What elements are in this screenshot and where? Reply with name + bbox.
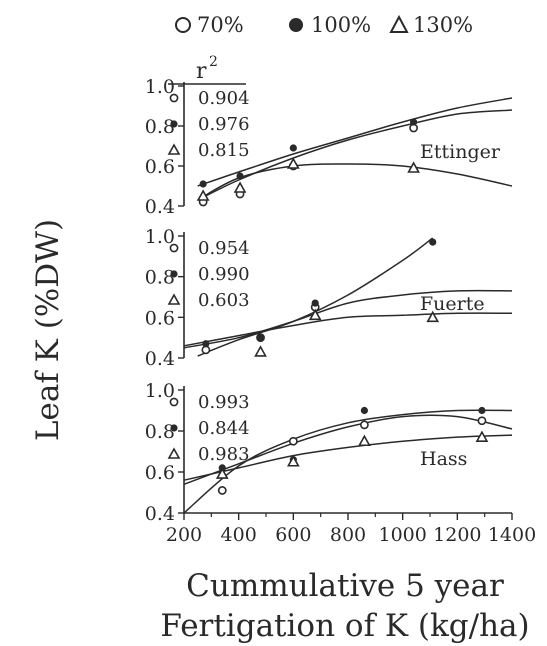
r2-value-hass-70: 0.993 [198, 392, 250, 413]
x-axis-label-line2: Fertigation of K (kg/ha) [160, 608, 529, 644]
legend: 70% 100% 130% [175, 13, 473, 37]
r2-value-ettinger-70: 0.904 [198, 88, 250, 109]
r2-value-ettinger-130: 0.815 [198, 140, 250, 161]
data-point-hass-130 [475, 430, 489, 442]
y-tick-label-ettinger: 0.4 [145, 196, 175, 218]
data-point-ettinger-130 [407, 161, 420, 173]
x-tick-label: 600 [275, 524, 311, 546]
data-point-hass-70 [359, 420, 369, 430]
r2-marker-fuerte-70 [169, 243, 179, 253]
y-tick-label-hass: 0.4 [145, 503, 175, 525]
data-point-fuerte-100 [256, 334, 265, 342]
data-point-ettinger-100 [199, 180, 207, 188]
y-tick-label-fuerte: 0.8 [145, 267, 175, 289]
data-point-ettinger-100 [236, 172, 244, 180]
cultivar-label-ettinger: Ettinger [420, 141, 501, 163]
y-tick-label-fuerte: 1.0 [145, 226, 175, 248]
y-tick-label-fuerte: 0.6 [145, 307, 175, 329]
data-point-hass-70 [217, 486, 227, 495]
data-point-hass-100 [360, 406, 368, 415]
r2-marker-fuerte-100 [170, 270, 178, 278]
panel-fuerte: 0.4 0.6 0.8 1.0 0.954 0.990 0.603 Fuerte [145, 226, 513, 370]
legend-marker-70 [175, 17, 191, 33]
y-tick-label-ettinger: 0.8 [145, 116, 175, 138]
panel-hass: 0.4 0.6 0.8 1.0 0.993 0.844 0.983 Hass [145, 380, 513, 525]
data-point-hass-130 [215, 467, 229, 479]
data-point-ettinger-130 [286, 157, 300, 169]
r2-marker-hass-130 [167, 447, 181, 459]
data-point-hass-70 [477, 416, 487, 426]
r2-header: r 2 [168, 54, 246, 85]
y-tick-label-fuerte: 0.4 [145, 348, 175, 370]
data-point-fuerte-130 [308, 308, 322, 321]
y-tick-label-ettinger: 1.0 [145, 76, 175, 98]
legend-label-100: 100% [311, 13, 371, 37]
y-tick-label-hass: 0.6 [145, 462, 175, 484]
r2-marker-hass-70 [169, 397, 179, 407]
x-axis: 200 400 600 800 1000 1200 1400 [166, 512, 536, 546]
data-point-fuerte-100 [429, 238, 437, 246]
data-point-fuerte-130 [426, 310, 440, 323]
r2-value-hass-130: 0.983 [198, 444, 250, 465]
legend-marker-100 [289, 18, 303, 32]
y-tick-label-hass: 0.8 [145, 421, 175, 443]
data-point-ettinger-100 [410, 118, 418, 126]
r2-header-base: r [196, 59, 207, 84]
r2-marker-hass-100 [170, 424, 178, 432]
r2-value-fuerte-70: 0.954 [198, 238, 250, 259]
r2-value-ettinger-100: 0.976 [198, 114, 250, 135]
fit-line-fuerte-130 [183, 312, 513, 347]
r2-value-hass-100: 0.844 [198, 418, 250, 439]
data-point-fuerte-130 [254, 345, 267, 357]
r2-marker-fuerte-130 [167, 293, 181, 305]
x-axis-label-line1: Cummulative 5 year [186, 568, 504, 604]
y-tick-label-hass: 1.0 [145, 380, 175, 402]
fit-line-fuerte-100 [197, 237, 434, 357]
legend-marker-130 [389, 14, 409, 33]
data-point-hass-70 [288, 436, 298, 446]
cultivar-label-hass: Hass [420, 448, 467, 470]
r2-marker-ettinger-100 [170, 120, 178, 128]
x-tick-label: 800 [330, 524, 366, 546]
x-tick-label: 400 [221, 524, 257, 546]
data-point-ettinger-130 [196, 189, 210, 201]
fit-line-hass-130 [183, 434, 513, 481]
r2-marker-ettinger-70 [169, 93, 179, 103]
r2-value-fuerte-100: 0.990 [198, 264, 250, 285]
data-point-hass-100 [478, 406, 486, 415]
legend-label-130: 130% [413, 13, 473, 37]
r2-marker-ettinger-130 [167, 143, 181, 155]
cultivar-label-fuerte: Fuerte [420, 293, 485, 315]
legend-label-70: 70% [197, 13, 244, 37]
data-point-ettinger-100 [289, 144, 297, 152]
data-point-ettinger-130 [233, 181, 247, 193]
data-point-hass-130 [358, 434, 371, 447]
y-tick-label-ettinger: 0.6 [145, 156, 175, 178]
r2-value-fuerte-130: 0.603 [198, 290, 250, 311]
x-tick-label: 1000 [378, 524, 426, 546]
fit-line-hass-70 [183, 409, 513, 514]
data-point-fuerte-100 [311, 299, 319, 307]
data-point-fuerte-100 [202, 340, 210, 348]
y-axis-label: Leaf K (%DW) [30, 219, 66, 441]
fit-line-ettinger-70 [197, 109, 513, 201]
fit-line-ettinger-100 [197, 97, 513, 187]
r2-header-sup: 2 [209, 54, 218, 70]
data-point-hass-130 [286, 455, 300, 467]
fit-line-hass-100 [183, 414, 513, 486]
panel-ettinger: 0.4 0.6 0.8 1.0 0.904 0.976 0.815 Ettinger [145, 76, 513, 218]
fit-line-fuerte-70 [183, 289, 513, 349]
x-tick-label: 200 [166, 524, 202, 546]
x-tick-label: 1400 [488, 524, 536, 546]
x-tick-label: 1200 [433, 524, 481, 546]
